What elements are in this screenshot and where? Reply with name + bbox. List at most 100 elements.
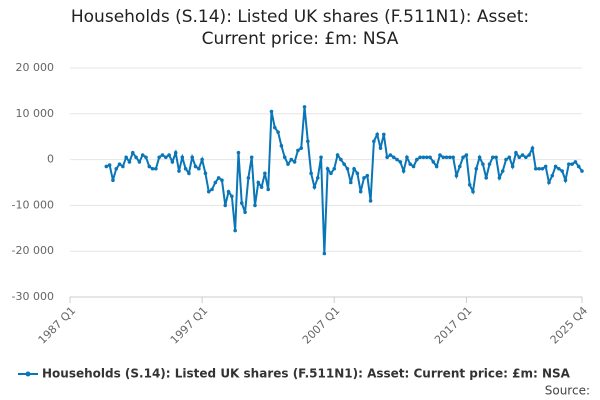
data-point [421, 155, 426, 160]
data-point [160, 153, 165, 157]
data-point [477, 155, 482, 160]
data-point [454, 173, 459, 178]
data-point [266, 187, 270, 192]
data-point [177, 169, 181, 173]
data-point [127, 160, 132, 164]
data-point [573, 160, 578, 164]
data-point [411, 164, 416, 169]
data-point [256, 180, 261, 185]
data-point [276, 130, 280, 134]
data-point [121, 164, 125, 169]
data-point [520, 153, 525, 157]
data-point [335, 153, 340, 157]
data-point [144, 155, 148, 160]
data-point [391, 155, 396, 160]
data-point [484, 176, 489, 180]
data-point [163, 155, 168, 160]
data-point [111, 178, 115, 183]
data-point [504, 157, 508, 162]
data-point [530, 146, 535, 150]
data-point [428, 155, 432, 160]
data-point [448, 155, 452, 160]
data-point [269, 109, 274, 114]
source: Source: [545, 384, 590, 398]
data-point [434, 164, 439, 169]
data-point [226, 189, 231, 194]
data-point [395, 157, 399, 162]
data-point [282, 155, 287, 160]
data-point [461, 155, 465, 160]
data-point [533, 166, 538, 171]
data-point [451, 155, 455, 160]
data-point [147, 164, 152, 169]
data-point [104, 164, 109, 169]
data-point [358, 189, 363, 194]
data-point [124, 155, 128, 160]
data-point [342, 162, 346, 166]
y-tick-label: -20 000 [12, 244, 54, 257]
data-point [309, 171, 313, 176]
data-point [339, 157, 343, 162]
data-point [183, 166, 188, 171]
data-point [150, 166, 155, 171]
data-point [216, 176, 221, 180]
data-point [167, 153, 171, 157]
data-point [329, 171, 333, 176]
data-point [537, 166, 541, 171]
y-tick-label: 20 000 [16, 61, 55, 74]
data-point [500, 169, 505, 173]
data-point [467, 182, 472, 187]
data-point [557, 166, 561, 171]
data-point [524, 155, 528, 160]
data-point [563, 178, 568, 183]
data-point [438, 153, 442, 157]
data-point [137, 160, 142, 164]
data-point [200, 157, 204, 162]
data-point [405, 155, 409, 160]
data-point [408, 162, 413, 166]
data-point [550, 173, 555, 178]
data-point [299, 146, 304, 150]
data-point [580, 169, 584, 173]
data-point [180, 155, 185, 160]
data-point [319, 155, 323, 160]
data-point [345, 166, 350, 171]
data-point [203, 171, 208, 176]
data-point [576, 164, 581, 169]
y-tick-label: 10 000 [16, 107, 55, 120]
data-point [230, 194, 234, 199]
data-point [296, 148, 300, 153]
data-point [223, 203, 228, 208]
data-point [464, 153, 469, 157]
data-point [259, 185, 264, 189]
data-point [355, 171, 360, 176]
data-point [249, 155, 254, 160]
data-point [547, 180, 551, 185]
data-point [471, 189, 475, 194]
data-point [560, 169, 564, 173]
data-point [540, 166, 545, 171]
data-point [197, 166, 201, 171]
x-tick-label: 1997 Q1 [168, 304, 211, 347]
data-point [279, 144, 284, 148]
chart-title: Households (S.14): Listed UK shares (F.5… [70, 7, 530, 49]
data-point [210, 187, 214, 192]
data-point [566, 162, 571, 166]
data-point [431, 160, 436, 164]
data-point [213, 180, 218, 185]
data-point [444, 155, 449, 160]
x-tick-label: 2017 Q1 [432, 304, 475, 347]
data-point [385, 155, 389, 160]
data-point [382, 132, 386, 137]
data-point [322, 251, 327, 256]
data-point [543, 164, 548, 169]
data-point [368, 199, 373, 203]
data-point [302, 105, 307, 109]
data-point [398, 160, 403, 164]
data-point [107, 163, 112, 167]
data-point [441, 155, 446, 160]
data-point [517, 155, 522, 160]
data-point [220, 178, 224, 183]
data-point [474, 166, 479, 171]
data-point [415, 157, 419, 162]
